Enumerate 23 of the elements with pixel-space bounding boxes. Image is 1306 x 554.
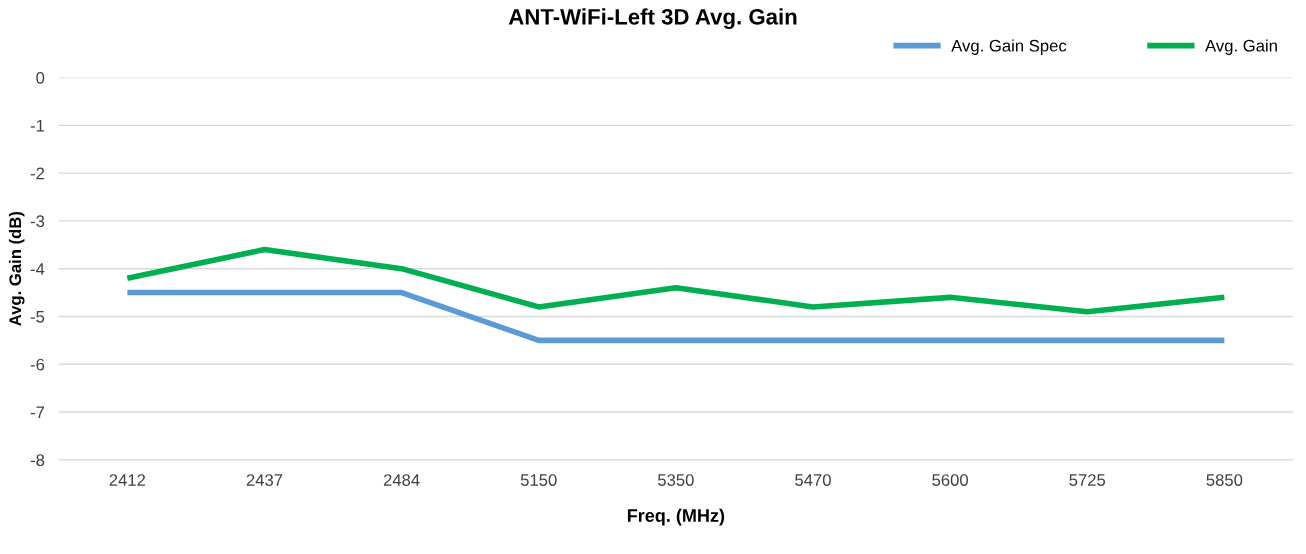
x-tick-label: 5350: [657, 474, 694, 486]
y-tick-label: -1: [30, 119, 45, 132]
x-tick-label: 2484: [383, 474, 420, 486]
y-tick-label: -5: [30, 311, 45, 323]
legend-label: Avg. Gain: [1205, 39, 1277, 55]
chart-title: ANT-WiFi-Left 3D Avg. Gain: [508, 8, 797, 30]
y-tick-label: -6: [30, 358, 45, 371]
x-tick-label: 5470: [795, 474, 831, 486]
y-axis-title: Avg. Gain (dB): [8, 211, 25, 326]
y-tick-label: -7: [30, 406, 45, 419]
legend-label: Avg. Gain Spec: [951, 39, 1067, 55]
y-tick-label: -8: [30, 454, 45, 467]
x-tick-label: 5150: [520, 474, 557, 486]
y-tick-label: 0: [36, 71, 45, 84]
y-tick-label: -2: [30, 167, 45, 180]
y-tick-label: -4: [30, 263, 45, 275]
x-tick-label: 5600: [932, 474, 968, 486]
y-tick-label: -3: [30, 215, 45, 228]
x-tick-label: 2412: [109, 474, 146, 486]
x-tick-label: 5850: [1206, 474, 1243, 486]
x-tick-label: 5725: [1069, 474, 1106, 486]
x-axis-title: Freq. (MHz): [627, 508, 725, 526]
x-tick-label: 2437: [246, 474, 283, 486]
